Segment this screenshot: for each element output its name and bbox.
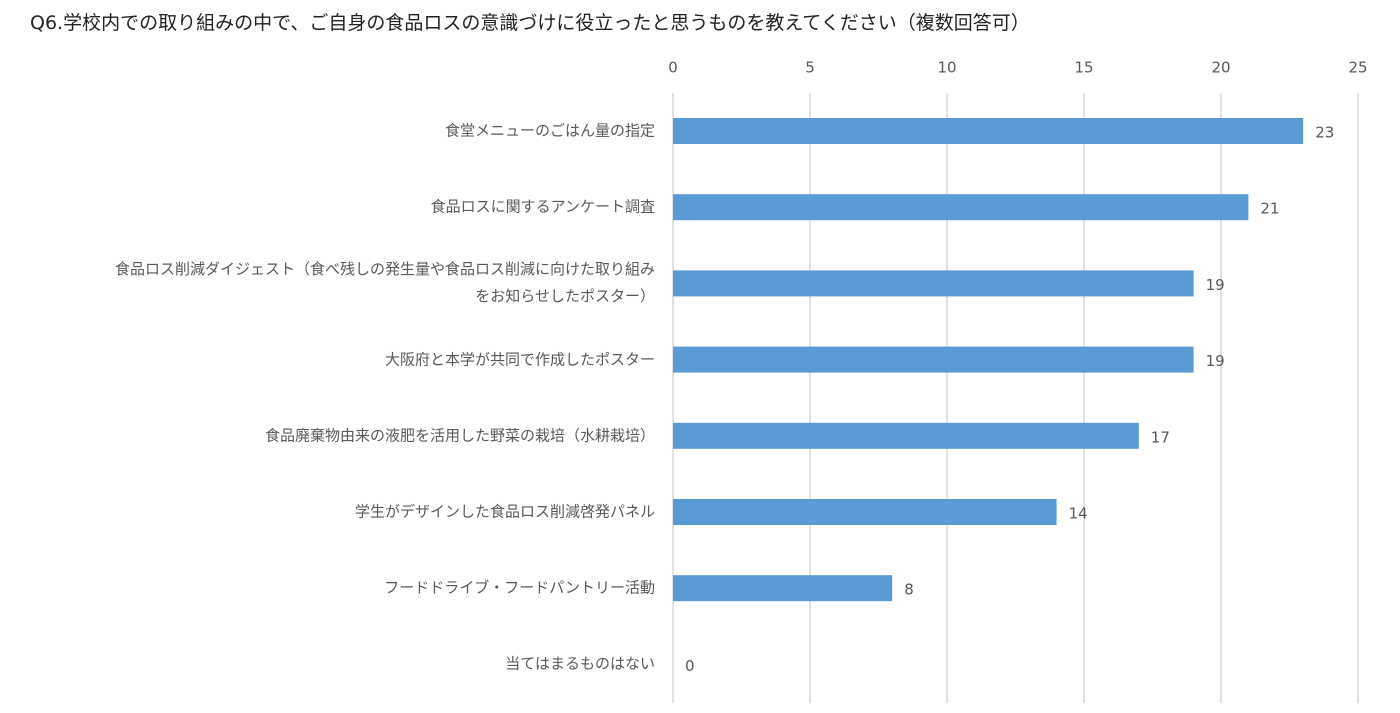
value-label: 19 xyxy=(1206,276,1225,294)
value-label: 21 xyxy=(1260,200,1279,218)
value-label: 23 xyxy=(1315,124,1334,142)
value-label: 8 xyxy=(904,581,914,599)
x-tick-label: 25 xyxy=(1348,59,1367,77)
category-label: 学生がデザインした食品ロス削減啓発パネル xyxy=(354,502,655,521)
bar xyxy=(673,194,1249,221)
bar xyxy=(673,575,893,602)
value-label: 17 xyxy=(1151,428,1170,446)
value-label: 14 xyxy=(1069,505,1088,523)
value-label: 0 xyxy=(685,657,695,675)
bar xyxy=(673,118,1304,144)
category-label: 食品ロス削減ダイジェスト（食べ残しの発生量や食品ロス削減に向けた取り組み をお知… xyxy=(114,260,655,306)
x-tick-label: 20 xyxy=(1211,59,1230,77)
bar xyxy=(673,422,1139,449)
category-label: フードドライブ・フードパントリー活動 xyxy=(384,578,655,597)
chart-title: Q6.学校内での取り組みの中で、ご自身の食品ロスの意識づけに役立ったと思うものを… xyxy=(30,12,1030,34)
bar xyxy=(673,499,1057,525)
bar xyxy=(673,270,1194,297)
x-tick-label: 15 xyxy=(1074,59,1093,77)
category-label: 食堂メニューのごはん量の指定 xyxy=(444,121,655,140)
category-label: 食品廃棄物由来の液肥を活用した野菜の栽培（水耕栽培） xyxy=(264,426,655,445)
bar xyxy=(673,346,1194,373)
x-tick-label: 10 xyxy=(937,59,956,77)
x-tick-label: 0 xyxy=(668,59,678,77)
category-label: 当てはまるものはない xyxy=(505,654,655,673)
category-label: 大阪府と本学が共同で作成したポスター xyxy=(384,350,655,369)
category-label: 食品ロスに関するアンケート調査 xyxy=(430,197,655,216)
x-tick-label: 5 xyxy=(805,59,815,77)
value-label: 19 xyxy=(1206,352,1225,370)
